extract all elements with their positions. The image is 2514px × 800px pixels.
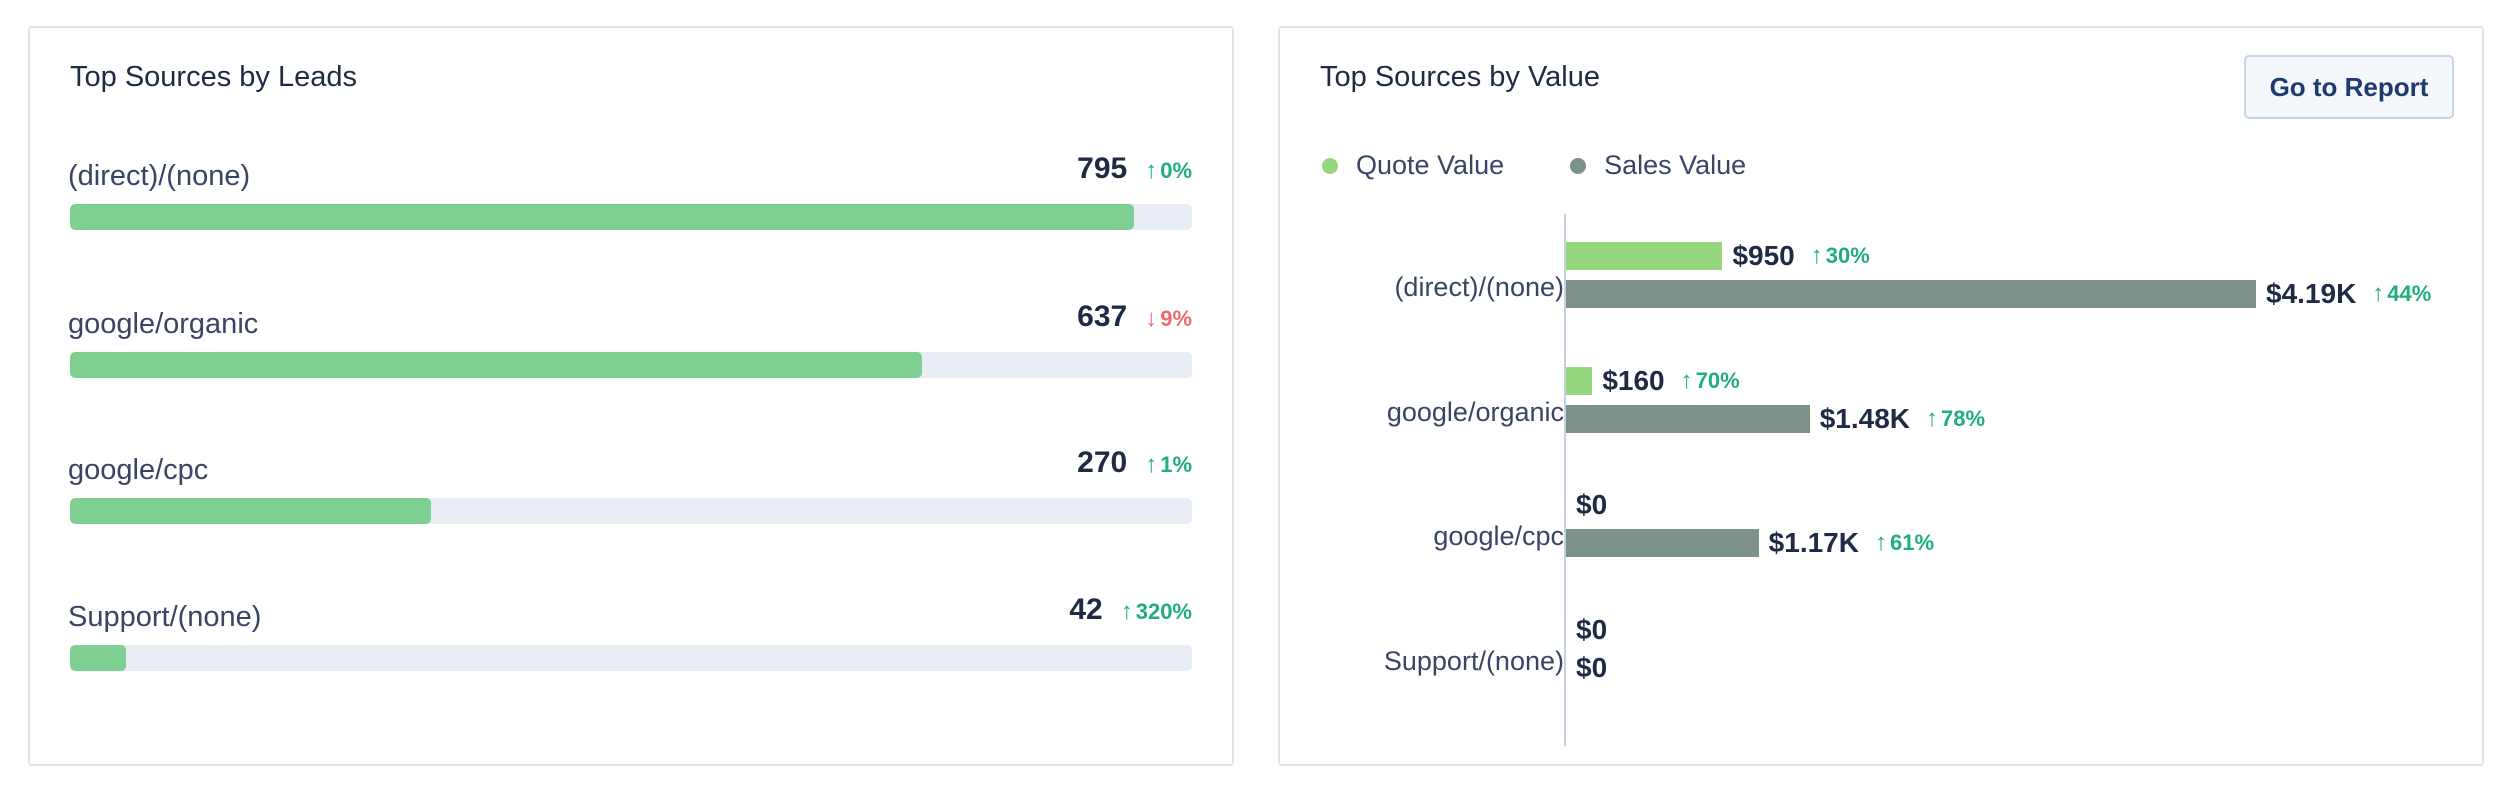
lead-source-label: google/cpc [68, 454, 209, 486]
lead-source-label: Support/(none) [68, 601, 262, 633]
bar-data-label: $0 [1576, 652, 1608, 683]
arrow-up-icon: ↑ [1874, 529, 1887, 556]
lead-count: 42 [1069, 593, 1103, 626]
legend-label: Quote Value [1356, 150, 1505, 180]
lead-count: 270 [1077, 446, 1128, 479]
category-tick-label: Support/(none) [1383, 646, 1564, 676]
trend-value: 61% [1889, 530, 1935, 555]
lead-progress-fill [70, 204, 1134, 230]
trend-badge: ↓ 9% [1145, 305, 1192, 333]
legend-label: Sales Value [1604, 150, 1747, 180]
lead-progress-track [70, 204, 1192, 230]
legend-dot-sales-icon [1570, 157, 1587, 174]
bar-data-label: $0 [1576, 489, 1608, 520]
quote-bar-row: $160 ↑ 70% [1566, 365, 1740, 396]
arrow-up-icon: ↑ [1145, 451, 1158, 478]
lead-count: 795 [1077, 152, 1128, 185]
sales-bar-row: $0 [1566, 652, 1608, 683]
lead-row: google/organic 637 ↓ 9% [68, 300, 1192, 410]
quote-bar-row: $950 ↑ 30% [1566, 240, 1870, 271]
bar-data-label: $0 [1576, 614, 1608, 645]
value-category-group: (direct)/(none) $950 ↑ 30% $4.19K ↑ 44% [1280, 234, 2486, 354]
lead-value-group: 637 ↓ 9% [1077, 300, 1192, 334]
lead-progress-track [70, 645, 1192, 671]
trend-value: 30% [1825, 243, 1870, 268]
arrow-up-icon: ↑ [1926, 405, 1939, 432]
go-to-report-button[interactable]: Go to Report [2244, 55, 2454, 119]
sales-bar-row: $1.17K ↑ 61% [1566, 527, 1934, 558]
trend-badge: ↑ 320% [1121, 598, 1192, 626]
bar-data-label: $1.17K [1768, 527, 1859, 558]
top-sources-by-leads-card: Top Sources by Leads (direct)/(none) 795 ↑… [28, 26, 1234, 766]
lead-value-group: 42 ↑ 320% [1069, 593, 1192, 627]
leads-card-title: Top Sources by Leads [70, 61, 357, 93]
arrow-down-icon: ↓ [1145, 305, 1158, 332]
quote-bar-row: $0 [1566, 614, 1608, 645]
trend-value: 0% [1160, 158, 1192, 183]
sales-value-bar[interactable] [1566, 280, 2256, 308]
lead-count: 637 [1077, 300, 1128, 333]
value-card-title: Top Sources by Value [1320, 61, 1600, 93]
category-tick-label: google/organic [1386, 397, 1564, 427]
trend-badge: ↑ 30% [1811, 242, 1870, 270]
top-sources-by-value-card: Top Sources by Value Go to Report Quote … [1278, 26, 2484, 766]
sales-bar-row: $4.19K ↑ 44% [1566, 278, 2431, 309]
arrow-up-icon: ↑ [1810, 242, 1823, 269]
lead-progress-track [70, 352, 1192, 378]
lead-value-group: 270 ↑ 1% [1077, 446, 1192, 480]
lead-row: google/cpc 270 ↑ 1% [68, 446, 1192, 556]
quote-value-bar[interactable] [1566, 242, 1723, 270]
lead-progress-fill [70, 645, 127, 671]
category-tick-label: google/cpc [1433, 521, 1564, 551]
lead-progress-fill [70, 352, 923, 378]
chart-legend: Quote Value Sales Value [1322, 150, 1746, 181]
chart-axis-line [1564, 214, 1566, 746]
lead-row: (direct)/(none) 795 ↑ 0% [68, 152, 1192, 262]
lead-value-group: 795 ↑ 0% [1077, 152, 1192, 186]
arrow-up-icon: ↑ [2372, 280, 2385, 307]
bar-data-label: $950 [1732, 240, 1795, 271]
category-tick-label: (direct)/(none) [1394, 272, 1564, 302]
legend-dot-quote-icon [1322, 157, 1338, 174]
sales-value-bar[interactable] [1566, 405, 1810, 433]
trend-value: 70% [1695, 368, 1740, 393]
value-category-group: google/cpc $0 $1.17K ↑ 61% [1280, 483, 2486, 603]
lead-row: Support/(none) 42 ↑ 320% [68, 593, 1192, 703]
lead-progress-track [70, 498, 1192, 524]
trend-badge: ↑ 0% [1145, 157, 1192, 185]
quote-bar-row: $0 [1566, 489, 1608, 520]
arrow-up-icon: ↑ [1120, 598, 1133, 625]
trend-value: 78% [1941, 406, 1986, 431]
trend-value: 320% [1135, 599, 1192, 624]
trend-value: 1% [1160, 452, 1192, 477]
lead-progress-fill [70, 498, 432, 524]
arrow-up-icon: ↑ [1680, 367, 1693, 394]
value-category-group: google/organic $160 ↑ 70% $1.48K ↑ 78% [1280, 359, 2486, 479]
quote-value-bar[interactable] [1566, 367, 1593, 395]
lead-source-label: google/organic [68, 308, 259, 340]
arrow-up-icon: ↑ [1145, 157, 1158, 184]
sales-value-bar[interactable] [1566, 529, 1759, 557]
lead-source-label: (direct)/(none) [68, 160, 251, 192]
value-category-group: Support/(none) $0 $0 [1280, 608, 2486, 728]
bar-data-label: $4.19K [2266, 278, 2357, 309]
legend-item-quote-value[interactable]: Quote Value [1322, 150, 1504, 181]
trend-badge: ↑ 61% [1875, 529, 1934, 557]
trend-value: 9% [1160, 306, 1192, 331]
legend-item-sales-value[interactable]: Sales Value [1570, 150, 1746, 181]
trend-badge: ↑ 78% [1926, 405, 1985, 433]
trend-badge: ↑ 44% [2372, 280, 2431, 308]
trend-badge: ↑ 1% [1145, 451, 1192, 479]
bar-data-label: $1.48K [1819, 403, 1911, 434]
trend-badge: ↑ 70% [1681, 367, 1740, 395]
bar-data-label: $160 [1602, 365, 1665, 396]
sales-bar-row: $1.48K ↑ 78% [1566, 403, 1985, 434]
trend-value: 44% [2387, 281, 2432, 306]
